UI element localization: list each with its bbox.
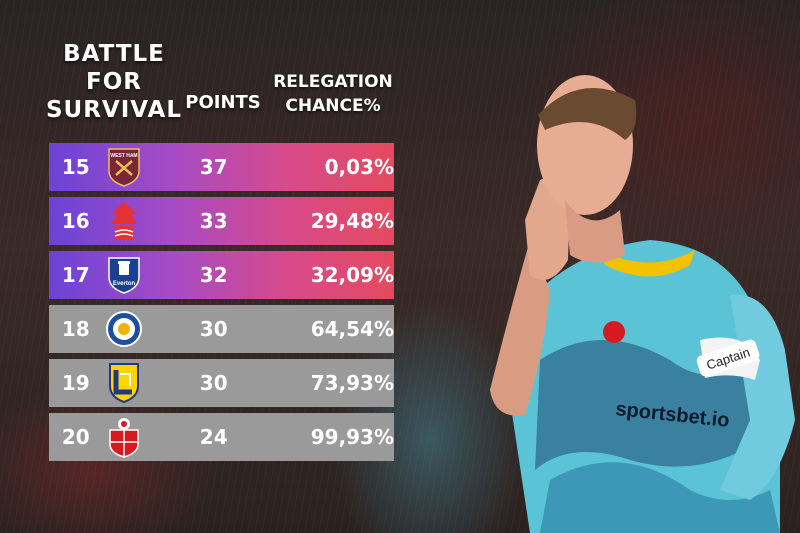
position-cell: 17: [61, 263, 90, 287]
title-line: BATTLE: [63, 41, 165, 67]
position-cell: 16: [61, 209, 90, 233]
points-column-header: POINTS: [185, 92, 261, 113]
points-cell: 30: [199, 317, 228, 341]
southampton-crest-icon: [103, 415, 146, 459]
position-cell: 19: [61, 371, 90, 395]
points-cell: 33: [199, 209, 228, 233]
points-cell: 32: [199, 263, 228, 287]
relegation-table: 15 WEST HAM 37 0,03% 16 33 29,48% 17: [49, 143, 394, 467]
title-line: SURVIVAL: [45, 97, 182, 123]
table-row: 19 30 73,93%: [49, 359, 394, 407]
chance-cell: 73,93%: [310, 371, 394, 395]
position-cell: 18: [61, 317, 90, 341]
everton-crest-icon: Everton: [103, 253, 146, 297]
table-row: 15 WEST HAM 37 0,03%: [49, 143, 394, 191]
table-row: 18 30 64,54%: [49, 305, 394, 353]
table-row: 16 33 29,48%: [49, 197, 394, 245]
points-cell: 37: [199, 155, 228, 179]
west-ham-crest-icon: WEST HAM: [103, 145, 146, 189]
nottingham-forest-crest-icon: [103, 199, 146, 243]
position-cell: 15: [61, 155, 90, 179]
points-cell: 30: [199, 371, 228, 395]
title-line: FOR: [86, 69, 142, 95]
chance-cell: 29,48%: [310, 209, 394, 233]
chance-cell: 99,93%: [310, 425, 394, 449]
relegation-chance-column-header: RELEGATION CHANCE%: [268, 70, 398, 118]
chance-cell: 64,54%: [310, 317, 394, 341]
chance-header-line: RELEGATION: [273, 72, 393, 92]
svg-text:WEST HAM: WEST HAM: [110, 153, 137, 159]
chance-header-line: CHANCE%: [285, 96, 381, 116]
points-cell: 24: [199, 425, 228, 449]
leicester-city-crest-icon: [103, 307, 146, 351]
svg-text:Everton: Everton: [113, 281, 136, 287]
table-row: 17 Everton 32 32,09%: [49, 251, 394, 299]
position-cell: 20: [61, 425, 90, 449]
table-title: BATTLE FOR SURVIVAL: [44, 40, 184, 124]
chance-cell: 32,09%: [310, 263, 394, 287]
table-row: 20 24 99,93%: [49, 413, 394, 461]
player-photo: Captain sportsbet.io: [490, 75, 795, 533]
leeds-united-crest-icon: [103, 361, 146, 405]
chance-cell: 0,03%: [324, 155, 394, 179]
captain-armband: [696, 339, 760, 377]
